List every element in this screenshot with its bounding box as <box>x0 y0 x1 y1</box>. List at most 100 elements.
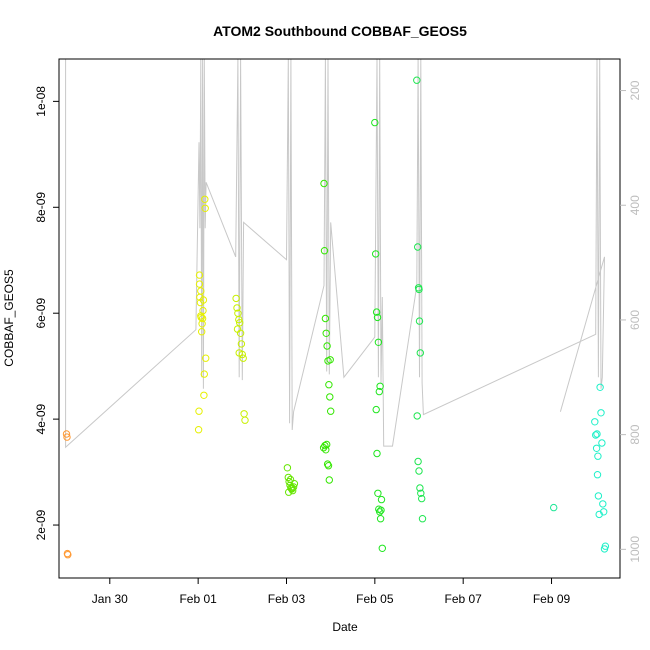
data-point <box>288 484 296 492</box>
data-point <box>198 320 206 328</box>
y2-tick-label: 800 <box>628 424 642 444</box>
data-point <box>323 460 332 468</box>
data-point <box>198 328 206 336</box>
data-point <box>284 473 292 482</box>
series-5 <box>371 118 386 552</box>
data-point <box>594 452 602 460</box>
data-point <box>201 195 209 204</box>
pressure-track-line <box>65 58 605 449</box>
data-point <box>418 515 427 523</box>
data-point <box>321 441 329 450</box>
data-point <box>200 370 209 378</box>
y-tick-label: 6e-09 <box>34 298 48 329</box>
data-point <box>64 551 72 559</box>
data-point <box>63 433 71 441</box>
data-point <box>418 494 426 503</box>
data-point <box>320 247 329 255</box>
y2-tick-label: 400 <box>628 195 642 215</box>
series-0 <box>62 430 72 559</box>
data-point <box>202 354 210 362</box>
pressure-track-layer <box>65 58 605 449</box>
series-4 <box>319 179 335 484</box>
x-tick-label: Feb 01 <box>179 592 217 606</box>
data-point <box>373 313 382 322</box>
data-point <box>413 412 421 420</box>
y2-tick-label: 600 <box>628 310 642 330</box>
data-point <box>235 315 243 324</box>
data-point <box>377 506 385 514</box>
data-point <box>596 383 604 391</box>
data-point <box>239 354 247 362</box>
data-point <box>286 475 295 484</box>
data-point <box>598 439 606 447</box>
plot-frame <box>58 58 621 579</box>
data-point <box>327 407 335 415</box>
data-point <box>414 243 422 251</box>
data-point <box>376 508 384 516</box>
data-point <box>415 285 423 294</box>
data-point <box>414 457 422 466</box>
data-point <box>195 280 204 288</box>
y-tick-label: 1e-08 <box>34 86 48 117</box>
chart-title: ATOM2 Southbound COBBAF_GEOS5 <box>213 23 467 39</box>
data-point <box>197 287 205 295</box>
data-point <box>200 391 208 399</box>
data-point <box>194 426 203 434</box>
y-tick-label: 2e-09 <box>34 509 48 540</box>
data-point <box>593 430 601 438</box>
x-tick-label: Feb 05 <box>356 592 394 606</box>
data-point <box>597 409 605 417</box>
data-point <box>374 338 383 346</box>
data-point <box>195 271 204 279</box>
data-point <box>323 342 331 350</box>
y-axis-label: COBBAF_GEOS5 <box>2 269 16 367</box>
data-point <box>376 515 385 523</box>
y2-tick-label: 1000 <box>628 536 642 563</box>
data-point <box>416 484 424 492</box>
data-point <box>325 476 333 484</box>
series-6 <box>413 76 427 523</box>
x-axis-label: Date <box>332 620 358 634</box>
data-point <box>237 340 246 348</box>
x-tick-label: Feb 03 <box>268 592 306 606</box>
data-point <box>601 542 610 550</box>
data-point <box>233 325 242 333</box>
data-point <box>322 446 330 454</box>
x-tick-label: Feb 09 <box>533 592 571 606</box>
data-point <box>199 296 208 304</box>
data-point <box>201 204 209 213</box>
data-point <box>413 76 421 84</box>
data-point <box>321 314 330 323</box>
x-tick-label: Feb 07 <box>445 592 483 606</box>
data-point <box>417 489 425 497</box>
data-point <box>592 431 600 439</box>
data-point <box>376 382 384 390</box>
data-point <box>373 449 381 458</box>
data-point <box>378 544 386 552</box>
data-point <box>319 444 328 452</box>
data-point <box>550 503 558 512</box>
x-tick-label: Jan 30 <box>92 592 128 606</box>
data-point <box>599 500 607 508</box>
data-point <box>233 304 241 312</box>
series-3 <box>283 464 299 496</box>
data-point <box>326 356 334 364</box>
data-point <box>289 483 298 491</box>
data-point <box>322 329 330 337</box>
data-point <box>415 467 423 475</box>
axes-layer: Jan 30 Feb 01 Feb 03 Feb 05 Feb 07 Feb 09 2e-0… <box>34 80 642 606</box>
data-point <box>371 118 379 127</box>
y2-tick-label: 200 <box>628 80 642 100</box>
data-point <box>235 349 243 357</box>
series-1 <box>194 195 210 434</box>
data-point <box>600 508 608 516</box>
data-point <box>232 294 240 303</box>
data-point <box>236 319 244 327</box>
series-2 <box>232 294 249 424</box>
data-point <box>325 381 333 389</box>
y-tick-label: 8e-09 <box>34 192 48 223</box>
data-point <box>372 405 380 414</box>
data-point <box>289 486 297 495</box>
data-point <box>374 489 382 497</box>
data-point <box>591 418 599 426</box>
